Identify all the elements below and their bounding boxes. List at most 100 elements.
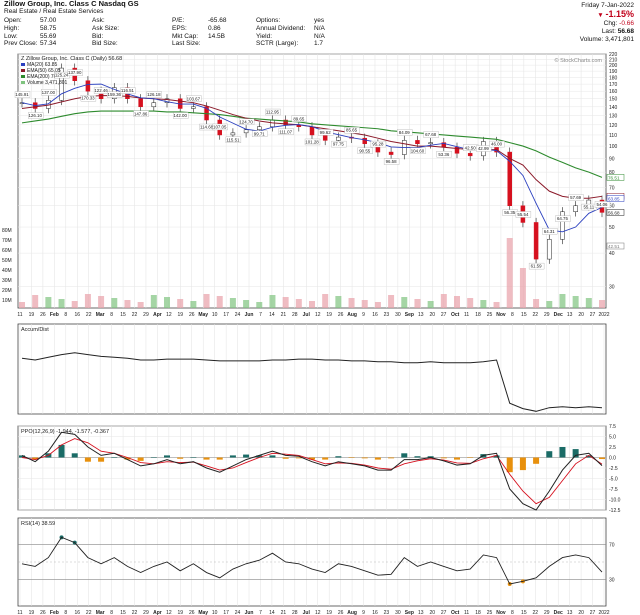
price-label: 115.51 — [226, 137, 240, 142]
ppo-histogram-bar — [190, 457, 197, 458]
quote-label: Ask Size: — [92, 24, 120, 32]
price-label-box — [594, 201, 611, 208]
price-label: 99.71 — [254, 131, 266, 136]
x-tick-label: 29 — [143, 610, 149, 615]
quote-label: Last Size: — [172, 40, 201, 48]
volume-bar — [58, 299, 65, 308]
candle — [388, 151, 394, 155]
ppo-histogram-bar — [454, 457, 460, 460]
price-label: 103.67 — [187, 96, 201, 101]
legend-entry: Volume 3,471,801 — [27, 80, 68, 86]
x-tick-label: 20 — [429, 312, 435, 318]
value-tag-label: 42.51 — [608, 244, 620, 249]
price-label: 84.09 — [399, 130, 411, 135]
price-label: 42.50 — [465, 145, 477, 150]
price-label-box — [186, 95, 202, 102]
x-tick-label: 22 — [132, 312, 138, 318]
volume-bar — [335, 296, 342, 308]
x-tick-label: 7 — [259, 312, 262, 318]
price-label: 64.75 — [557, 216, 569, 221]
x-tick-label: Jun — [245, 312, 254, 318]
x-tick-label: 28 — [292, 312, 298, 318]
price-label: 54.06 — [597, 202, 609, 207]
volume-bar — [519, 268, 526, 308]
x-tick-label: 21 — [281, 610, 287, 615]
price-label: 61.59 — [531, 264, 543, 269]
quote-header: Zillow Group, Inc. Class C Nasdaq GS Rea… — [4, 0, 636, 48]
legend-swatch — [21, 63, 25, 66]
x-tick-label: 11 — [17, 610, 22, 615]
x-tick-label: May — [198, 610, 208, 615]
value-tag-label: 63.85 — [608, 196, 620, 201]
y-tick-label: 90 — [609, 156, 615, 162]
volume-bar — [243, 300, 250, 308]
x-tick-label: 27 — [590, 312, 596, 318]
x-tick-label: 29 — [544, 312, 550, 318]
ppo-histogram-bar — [401, 453, 408, 458]
ma20-line — [21, 83, 603, 233]
volume-bar — [414, 299, 421, 308]
price-label: 104.60 — [411, 148, 425, 153]
x-tick-label: 13 — [418, 312, 424, 318]
price-label-box — [383, 158, 400, 165]
x-tick-label: 11 — [464, 610, 469, 615]
price-label-box — [133, 110, 149, 117]
y-tick-label: 190 — [609, 69, 618, 75]
volume-tick-label: 10M — [2, 298, 12, 304]
ppo-histogram-bar — [111, 457, 118, 458]
ppo-histogram-bar — [506, 457, 513, 473]
volume-bar — [480, 300, 487, 308]
volume-bar — [84, 294, 91, 308]
price-label-box — [107, 91, 123, 98]
accum-dist-line — [21, 352, 603, 412]
ppo-histogram-bar — [124, 457, 131, 460]
quote-label: Open: — [4, 17, 22, 24]
quote-label: SCTR (Large): — [256, 40, 299, 48]
candle — [59, 67, 64, 101]
quote-row: SCTR (Large): 1.7 — [256, 40, 325, 48]
y-tick-label: 130 — [609, 113, 618, 119]
volume-bar — [203, 294, 210, 308]
volume-tick-label: 40M — [2, 268, 12, 274]
x-tick-label: 24 — [235, 312, 241, 318]
x-tick-label: 29 — [544, 610, 550, 615]
volume-bar — [137, 302, 144, 308]
price-label-box — [225, 136, 242, 144]
price-label: 125.24 — [55, 73, 69, 78]
x-tick-label: 8 — [511, 312, 514, 318]
price-label: 90.55 — [359, 148, 371, 153]
quote-label: Mkt Cap: — [172, 32, 199, 40]
candle — [454, 147, 460, 154]
price-label-box — [238, 118, 255, 125]
x-tick-label: 17 — [223, 610, 229, 615]
x-tick-label: 10 — [212, 610, 218, 615]
x-tick-label: 16 — [74, 312, 80, 318]
ppo-histogram-bar — [427, 456, 434, 458]
volume-bar — [454, 296, 460, 308]
volume-bar — [216, 296, 223, 308]
x-tick-label: 18 — [475, 610, 481, 615]
x-tick-label: 20 — [578, 312, 584, 318]
volume-tick-label: 30M — [2, 278, 12, 284]
quote-value: 55.69 — [40, 32, 57, 40]
quote-label: High: — [4, 24, 20, 32]
x-tick-label: May — [198, 312, 208, 318]
x-tick-label: 30 — [395, 610, 401, 615]
ppo-histogram-bar — [243, 454, 250, 458]
price-label-box — [515, 211, 532, 218]
price-label-box — [344, 127, 360, 134]
quote-label: Yield: — [256, 32, 273, 40]
quote-row: Mkt Cap: 14.5B — [172, 33, 226, 41]
quote-label: Ask: — [92, 17, 105, 24]
quote-row: Yield: N/A — [256, 33, 325, 41]
ppo-histogram-bar — [361, 457, 368, 459]
ppo-histogram-bar — [32, 457, 39, 460]
candle — [164, 98, 170, 103]
quote-row: Ask: — [92, 17, 126, 25]
price-label: 56.35 — [504, 210, 516, 215]
quote-value: N/A — [314, 32, 325, 40]
ppo-histogram-bar — [572, 449, 579, 458]
volume-bar — [150, 295, 157, 308]
x-tick-label: 26 — [40, 610, 46, 615]
x-tick-label: 8 — [511, 610, 514, 615]
